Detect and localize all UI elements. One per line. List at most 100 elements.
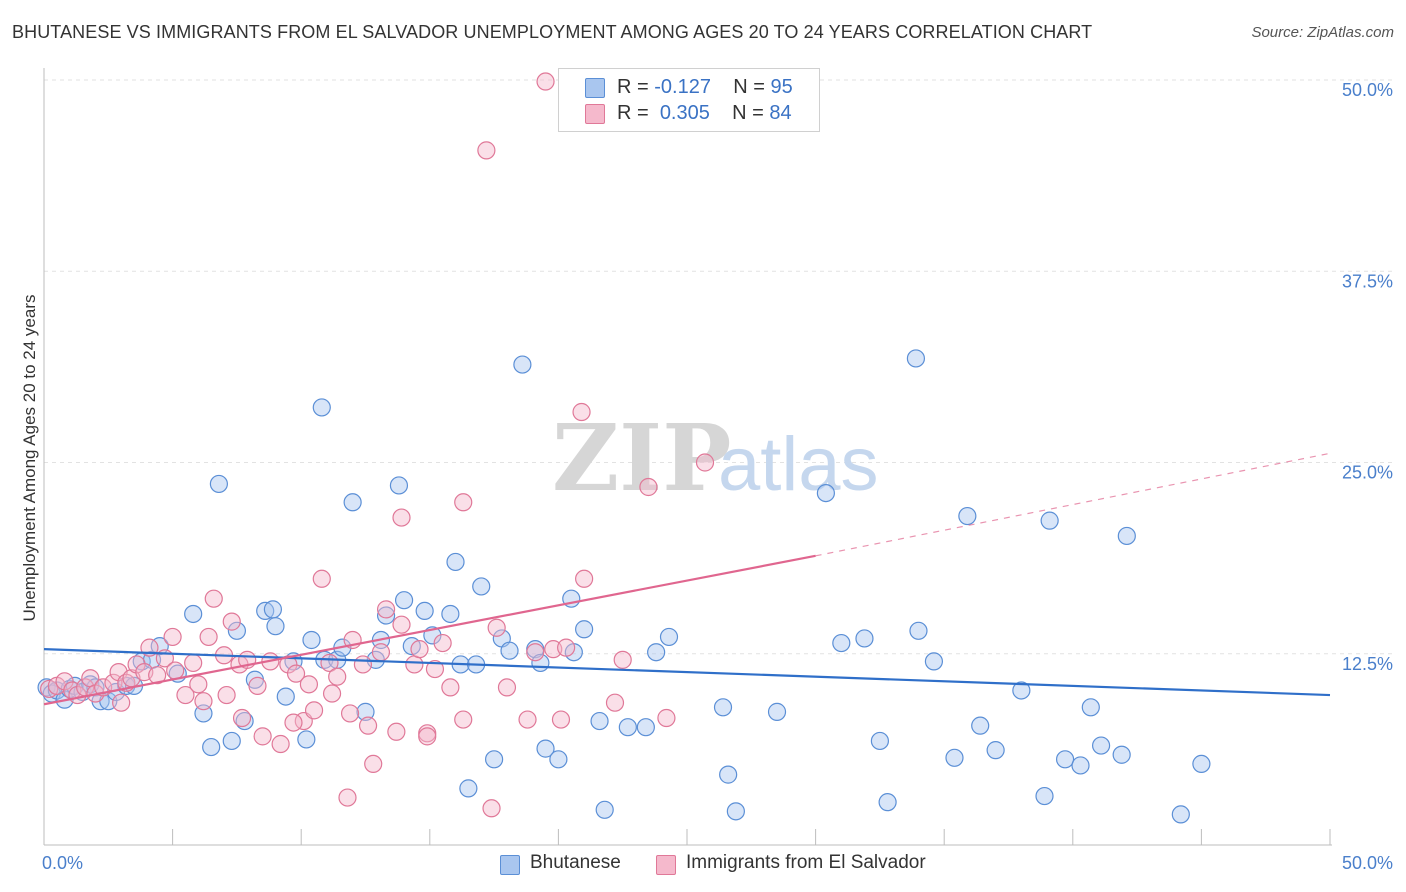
watermark-zip: ZIP <box>552 404 731 512</box>
el-salvador-point <box>518 710 537 729</box>
bhutanese-point <box>575 620 594 639</box>
bhutanese-point <box>878 793 897 812</box>
y-tick-label: 37.5% <box>1342 271 1393 291</box>
bhutanese-point <box>266 617 285 636</box>
bhutanese-point <box>1040 511 1059 530</box>
bhutanese-point <box>302 630 321 650</box>
bhutanese-point <box>86 678 105 697</box>
el-salvador-point <box>526 643 545 662</box>
el-salvador-point <box>176 685 195 705</box>
el-salvador-point <box>497 678 517 697</box>
bhutanese-point <box>816 484 835 503</box>
el-salvador-point <box>572 402 591 422</box>
bhutanese-point <box>389 476 409 495</box>
el-salvador-point <box>358 716 378 735</box>
bhutanese-point <box>356 702 375 721</box>
el-salvador-point <box>418 727 437 746</box>
bhutanese-legend-label: Bhutanese <box>530 852 621 873</box>
el-salvador-point <box>204 589 223 608</box>
y-axis-label: Unemployment Among Ages 20 to 24 years <box>20 294 39 622</box>
el-salvador-point <box>410 640 429 659</box>
bhutanese-point <box>343 493 362 512</box>
bhutanese-point <box>415 601 434 621</box>
tick-labels: 12.5% 25.0% 37.5% 50.0% 0.0% 50.0% <box>42 80 1393 873</box>
el-salvador-point <box>127 655 146 674</box>
n-label: N = <box>733 76 765 98</box>
el-salvador-point <box>286 664 306 683</box>
el-salvador-point <box>557 638 576 657</box>
el-salvador-point <box>148 666 167 685</box>
bhutanese-legend-swatch <box>500 855 520 875</box>
el-salvador-point <box>376 600 396 619</box>
el-salvador-point <box>387 722 406 741</box>
bhutanese-point <box>376 606 396 625</box>
bhutanese-point <box>1071 756 1090 775</box>
r-label: R = <box>617 76 649 98</box>
bhutanese-point <box>276 687 295 706</box>
el-salvador-point <box>232 708 252 728</box>
el-salvador-legend-swatch <box>656 855 676 875</box>
el-salvador-point <box>279 655 298 674</box>
bhutanese-point <box>906 349 926 368</box>
el-salvador-point <box>322 684 342 703</box>
bhutanese-point <box>958 506 977 526</box>
bhutanese-point <box>1035 786 1054 806</box>
bhutanese-point <box>986 741 1005 760</box>
el-salvador-point <box>284 713 303 732</box>
el-salvador-point <box>163 627 182 647</box>
bhutanese-point <box>1055 750 1075 769</box>
bhutanese-point <box>184 604 203 624</box>
bhutanese-point <box>222 731 241 751</box>
el-salvador-point <box>605 693 625 712</box>
bhutanese-point <box>263 600 283 619</box>
el-salvador-trend-extension <box>815 452 1331 557</box>
y-tick-label: 12.5% <box>1342 654 1393 674</box>
bhutanese-point <box>924 652 944 671</box>
el-salvador-point <box>433 633 452 653</box>
el-salvador-point <box>312 569 331 588</box>
bhutanese-point <box>209 474 228 494</box>
el-salvador-point <box>639 477 658 497</box>
bhutanese-trend-line <box>43 648 1331 697</box>
el-salvador-point <box>55 672 74 691</box>
el-salvador-point <box>657 708 676 728</box>
r-label: R = <box>617 102 649 124</box>
el-salvador-point <box>328 667 347 686</box>
bhutanese-point <box>647 643 666 662</box>
el-salvador-swatch <box>585 104 605 124</box>
bhutanese-point <box>1112 745 1131 764</box>
el-salvador-point <box>217 685 236 705</box>
bhutanese-point <box>441 604 460 624</box>
bhutanese-point <box>202 737 221 757</box>
bhutanese-r-value: -0.127 <box>654 76 711 98</box>
bhutanese-point <box>513 355 532 374</box>
el-salvador-point <box>392 615 411 634</box>
el-salvador-point <box>551 710 571 729</box>
el-salvador-point <box>482 799 501 818</box>
bhutanese-point <box>446 552 465 572</box>
x-tick-label-min: 0.0% <box>42 853 83 873</box>
el-salvador-point <box>253 727 272 746</box>
el-salvador-point <box>248 676 267 695</box>
bhutanese-n-value: 95 <box>770 76 793 98</box>
el-salvador-point <box>487 618 506 637</box>
el-salvador-point <box>271 734 290 754</box>
el-salvador-point <box>189 675 208 694</box>
bhutanese-point <box>536 739 555 758</box>
el-salvador-point <box>338 788 357 807</box>
bhutanese-point <box>549 750 568 769</box>
el-salvador-point <box>477 141 496 160</box>
chart-title: BHUTANESE VS IMMIGRANTS FROM EL SALVADOR… <box>12 22 1093 42</box>
bhutanese-point <box>659 627 679 647</box>
el-salvador-n-value: 84 <box>769 102 792 124</box>
bhutanese-point <box>832 633 851 653</box>
el-salvador-point <box>392 508 411 527</box>
n-label: N = <box>732 102 764 124</box>
bhutanese-point <box>870 731 890 751</box>
y-tick-label: 25.0% <box>1342 463 1393 483</box>
el-salvador-point <box>199 627 218 647</box>
el-salvador-point <box>454 493 473 512</box>
el-salvador-point <box>441 678 460 697</box>
series-bhutanese-points <box>37 349 1211 824</box>
